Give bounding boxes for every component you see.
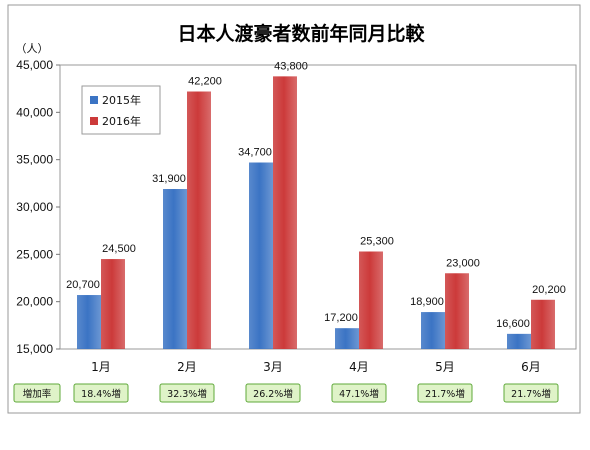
bar-2015年-3月 <box>249 162 273 349</box>
bar-2015年-5月 <box>421 312 445 349</box>
growth-row-label-box <box>13 383 61 403</box>
data-label: 23,000 <box>446 257 480 269</box>
data-labels: 20,700 24,500 31,900 42,200 34,700 43,800 17,2… <box>66 60 566 329</box>
data-label: 18,900 <box>410 296 444 308</box>
data-label: 20,200 <box>532 284 566 296</box>
data-label: 43,800 <box>274 60 308 72</box>
legend: 2015年 2016年 <box>81 85 161 135</box>
growth-rate-value: 21.7%増 <box>511 388 551 400</box>
growth-row: 18.4%増 32.3%増 26.2%増 47.1%増 21.7%増 21.7%増 増加率 <box>13 383 559 403</box>
x-tick-label: 4月 <box>349 360 369 374</box>
growth-rate-box <box>503 383 559 403</box>
growth-rate-value: 47.1%増 <box>339 388 379 400</box>
x-tick-label: 3月 <box>263 360 283 374</box>
y-unit-label: （人） <box>16 42 49 55</box>
bar-2016年-5月 <box>445 273 469 349</box>
y-tick-label: 25,000 <box>16 247 53 261</box>
y-tick-label: 20,000 <box>16 295 53 309</box>
growth-rate-box <box>245 383 301 403</box>
y-tick-label: 30,000 <box>16 200 53 214</box>
data-label: 31,900 <box>152 173 186 185</box>
bar-2016年-1月 <box>101 259 125 349</box>
bar-2015年-1月 <box>77 295 101 349</box>
x-tick-label: 6月 <box>521 360 541 374</box>
data-label: 42,200 <box>188 76 222 88</box>
growth-row-label: 増加率 <box>23 388 52 400</box>
data-label: 20,700 <box>66 279 100 291</box>
legend-label-2016: 2016年 <box>102 114 141 128</box>
growth-rate-box <box>159 383 215 403</box>
y-tick-label: 45,000 <box>16 58 53 72</box>
y-tick-label: 15,000 <box>16 342 53 356</box>
legend-swatch-2015 <box>90 96 98 104</box>
growth-rate-box <box>73 383 129 403</box>
growth-rate-value: 32.3%増 <box>167 388 207 400</box>
growth-rate-box <box>417 383 473 403</box>
y-tick-label: 40,000 <box>16 105 53 119</box>
x-axis: 1月 2月 3月 4月 5月 6月 <box>91 360 541 374</box>
bars <box>77 76 555 350</box>
chart-title: 日本人渡豪者数前年同月比較 <box>177 22 425 45</box>
bar-2015年-6月 <box>507 333 531 349</box>
bar-2015年-4月 <box>335 328 359 349</box>
x-tick-label: 2月 <box>177 360 197 374</box>
growth-rate-value: 21.7%増 <box>425 388 465 400</box>
x-tick-label: 1月 <box>91 360 111 374</box>
data-label: 24,500 <box>102 243 136 255</box>
bar-2015年-2月 <box>163 189 187 349</box>
bar-2016年-4月 <box>359 251 383 349</box>
legend-box <box>81 85 161 135</box>
growth-rate-value: 26.2%増 <box>253 388 293 400</box>
bar-2016年-6月 <box>531 299 555 349</box>
y-tick-label: 35,000 <box>16 153 53 167</box>
legend-label-2015: 2015年 <box>102 93 141 107</box>
data-label: 25,300 <box>360 235 394 247</box>
growth-rate-box <box>331 383 387 403</box>
data-label: 17,200 <box>324 312 358 324</box>
data-label: 34,700 <box>238 147 272 159</box>
legend-swatch-2016 <box>90 117 98 125</box>
data-label: 16,600 <box>496 318 530 330</box>
x-tick-label: 5月 <box>435 360 455 374</box>
bar-2016年-3月 <box>273 76 297 350</box>
growth-rate-value: 18.4%増 <box>81 388 121 400</box>
bar-2016年-2月 <box>187 91 211 350</box>
y-axis: 15,000 20,000 25,000 30,000 35,000 40,000 45,0… <box>16 58 60 356</box>
